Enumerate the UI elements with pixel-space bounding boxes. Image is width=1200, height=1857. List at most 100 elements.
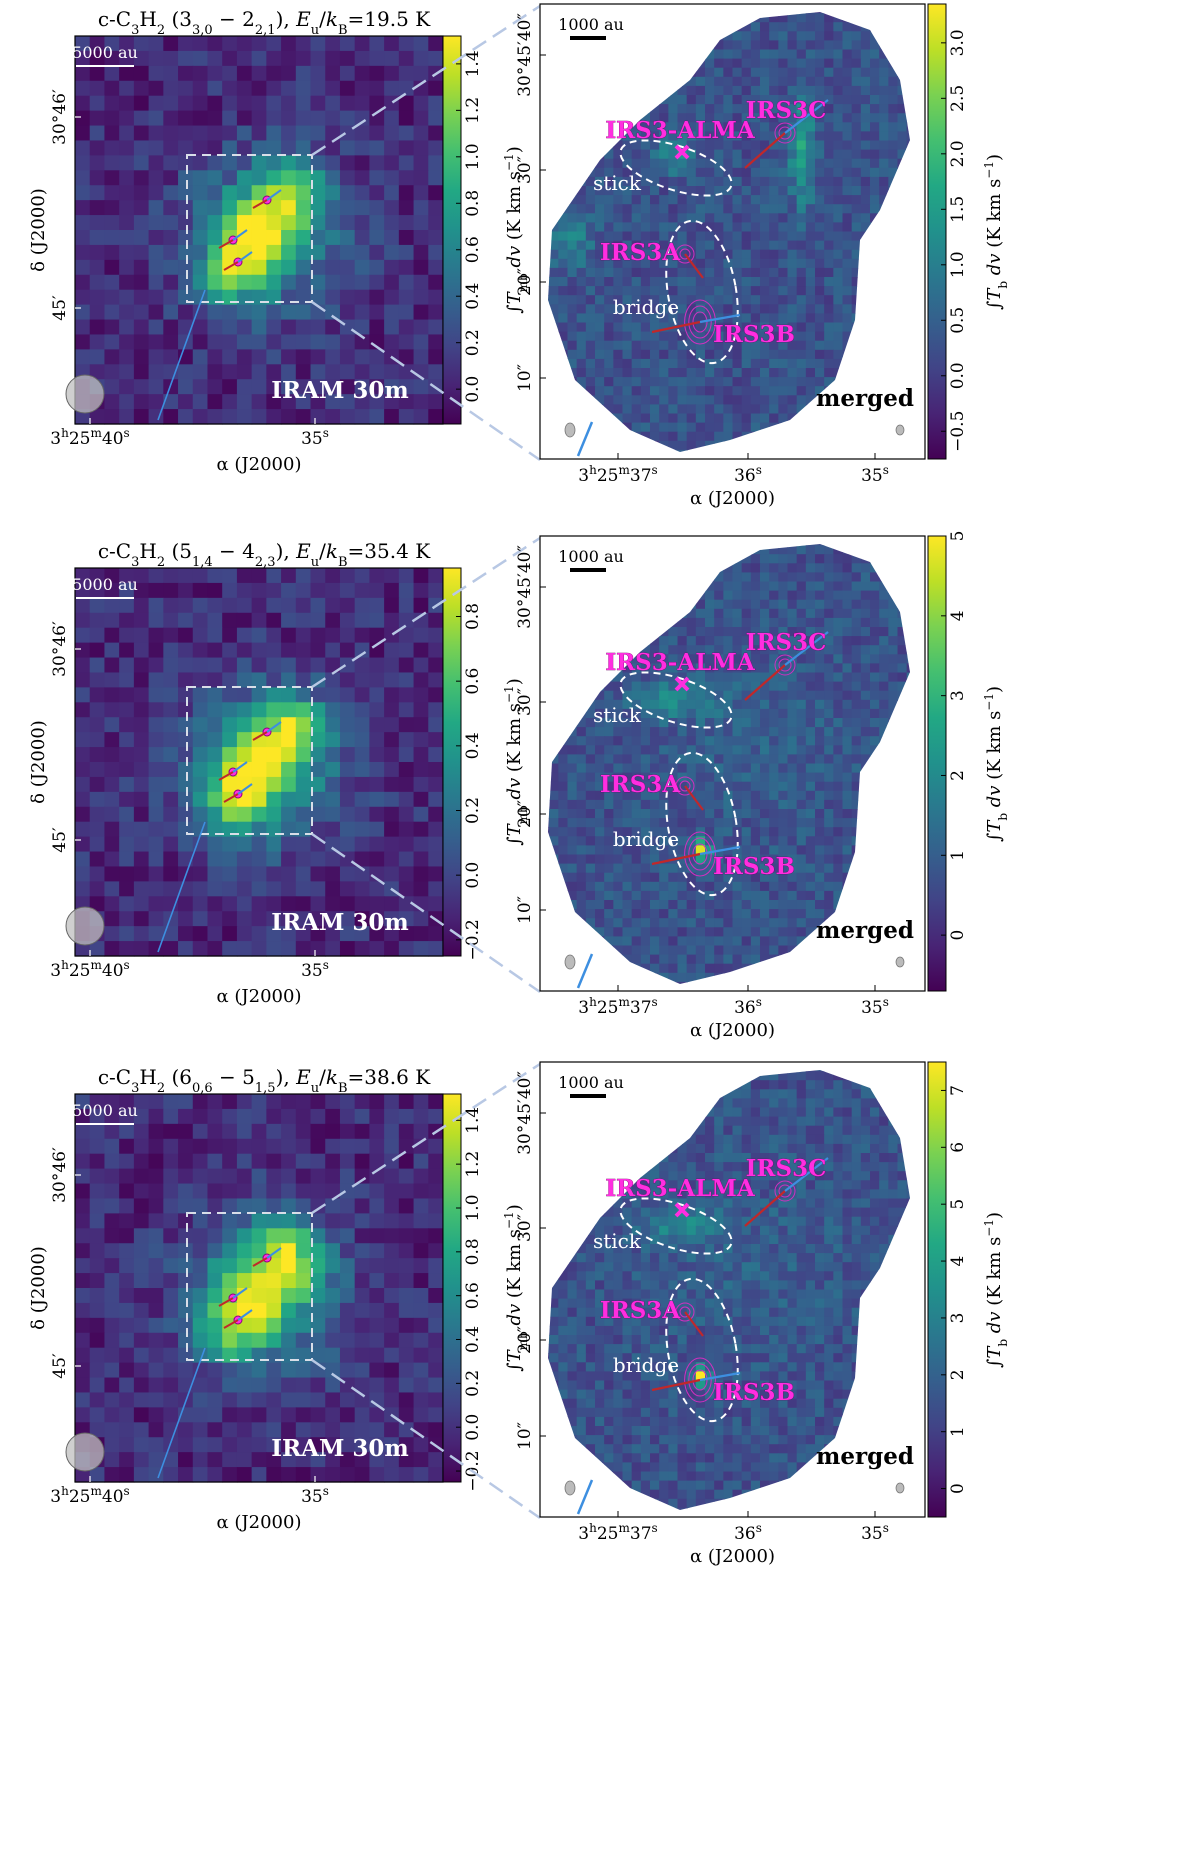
- map-pixel: [178, 568, 194, 584]
- map-pixel: [631, 763, 642, 774]
- map-pixel: [787, 772, 798, 783]
- map-pixel: [133, 627, 150, 644]
- map-pixel: [266, 200, 282, 216]
- map-pixel: [631, 231, 642, 242]
- map-pixel: [104, 230, 120, 246]
- map-pixel: [778, 545, 789, 555]
- map-pixel: [595, 277, 605, 287]
- map-pixel: [842, 240, 853, 251]
- map-pixel: [824, 809, 834, 819]
- map-pixel: [207, 304, 223, 321]
- map-pixel: [148, 568, 164, 584]
- colorbar-tick-label: 1.0: [948, 251, 968, 278]
- map-pixel: [650, 122, 660, 132]
- map-pixel: [640, 358, 651, 369]
- map-pixel: [796, 176, 807, 187]
- map-pixel: [769, 377, 779, 387]
- map-pixel: [695, 617, 706, 628]
- map-pixel: [659, 699, 669, 710]
- map-pixel: [778, 313, 789, 324]
- map-pixel: [604, 754, 614, 765]
- map-pixel: [750, 368, 761, 378]
- map-pixel: [207, 259, 223, 276]
- map-pixel: [723, 572, 734, 583]
- map-pixel: [178, 140, 194, 156]
- map-pixel: [732, 286, 743, 296]
- map-pixel: [769, 322, 779, 333]
- map-pixel: [851, 76, 862, 87]
- map-pixel: [266, 672, 282, 688]
- map-pixel: [650, 149, 660, 160]
- map-pixel: [677, 222, 688, 233]
- map-pixel: [686, 286, 697, 296]
- map-pixel: [851, 654, 862, 664]
- map-pixel: [310, 215, 326, 231]
- map-pixel: [906, 663, 910, 674]
- map-pixel: [815, 581, 825, 592]
- map-pixel: [677, 818, 688, 828]
- map-pixel: [650, 349, 660, 360]
- map-pixel: [613, 799, 624, 810]
- map-pixel: [824, 681, 834, 692]
- map-pixel: [622, 131, 633, 142]
- map-pixel: [354, 582, 370, 599]
- map-pixel: [369, 582, 385, 599]
- map-pixel: [163, 95, 179, 112]
- map-pixel: [354, 349, 370, 365]
- map-pixel: [622, 672, 633, 683]
- map-pixel: [119, 349, 135, 365]
- map-pixel: [741, 836, 752, 846]
- map-pixel: [778, 377, 789, 387]
- map-pixel: [192, 379, 209, 395]
- map-pixel: [796, 40, 807, 51]
- map-pixel: [860, 40, 871, 51]
- map-pixel: [723, 277, 734, 287]
- map-pixel: [413, 702, 429, 718]
- map-pixel: [398, 170, 415, 186]
- map-pixel: [695, 95, 706, 105]
- map-pixel: [207, 244, 223, 261]
- map-pixel: [148, 702, 164, 718]
- map-pixel: [119, 379, 135, 395]
- map-pixel: [266, 896, 282, 912]
- map-pixel: [741, 727, 752, 737]
- map-pixel: [705, 131, 715, 142]
- map-pixel: [851, 40, 862, 51]
- map-pixel: [686, 167, 697, 178]
- map-pixel: [741, 599, 752, 610]
- map-pixel: [384, 806, 400, 823]
- map-pixel: [640, 249, 651, 260]
- map-pixel: [815, 349, 825, 360]
- map-pixel: [870, 104, 880, 114]
- map-pixel: [207, 409, 223, 425]
- map-pixel: [714, 322, 724, 333]
- map-pixel: [295, 200, 312, 216]
- map-pixel: [879, 131, 889, 142]
- map-pixel: [870, 186, 880, 196]
- map-pixel: [640, 413, 651, 424]
- map-pixel: [824, 149, 834, 160]
- map-pixel: [897, 663, 908, 674]
- map-pixel: [339, 568, 356, 584]
- map-pixel: [705, 349, 715, 360]
- map-pixel: [178, 642, 194, 659]
- map-pixel: [192, 36, 209, 52]
- map-pixel: [222, 155, 238, 171]
- map-pixel: [398, 881, 415, 897]
- map-pixel: [714, 267, 724, 278]
- map-pixel: [207, 642, 223, 659]
- map-pixel: [723, 231, 734, 242]
- map-pixel: [119, 747, 135, 763]
- map-pixel: [741, 590, 752, 601]
- colorbar-tick-label: 0.8: [463, 603, 483, 630]
- map-pixel: [668, 681, 679, 692]
- map-pixel: [659, 836, 669, 846]
- map-pixel: [354, 155, 370, 171]
- map-pixel: [622, 358, 633, 369]
- map-pixel: [769, 295, 779, 305]
- map-pixel: [613, 672, 624, 683]
- map-pixel: [870, 636, 880, 646]
- map-pixel: [741, 258, 752, 269]
- map-pixel: [640, 836, 651, 846]
- map-pixel: [631, 131, 642, 142]
